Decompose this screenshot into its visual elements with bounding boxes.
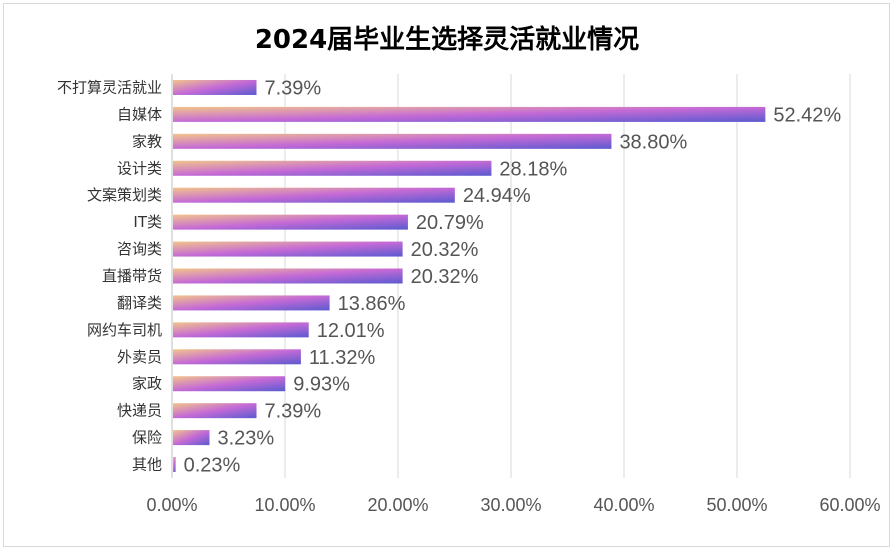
bars: [173, 79, 766, 473]
x-tick-label: 30.00%: [480, 495, 541, 515]
chart-frame: [3, 3, 890, 547]
x-tick-label: 50.00%: [706, 495, 767, 515]
bar: [173, 241, 403, 257]
value-label: 13.86%: [338, 293, 406, 315]
bar: [173, 295, 330, 311]
category-label: 直播带货: [102, 267, 162, 285]
bar: [173, 349, 301, 365]
category-label: 设计类: [117, 159, 162, 177]
bar: [173, 376, 286, 392]
bar: [173, 403, 257, 419]
value-label: 38.80%: [619, 131, 687, 153]
x-tick-label: 20.00%: [367, 495, 428, 515]
bar: [173, 106, 766, 122]
value-label: 9.93%: [293, 374, 350, 396]
bar: [173, 457, 176, 473]
value-label: 12.01%: [317, 320, 385, 342]
category-label: 咨询类: [117, 240, 162, 258]
value-label: 24.94%: [463, 185, 531, 207]
x-axis-ticks: 0.00% 10.00% 20.00% 30.00% 40.00% 50.00% 60.00…: [146, 495, 880, 515]
x-tick-label: 0.00%: [146, 495, 197, 515]
category-label: 不打算灵活就业: [57, 78, 162, 96]
category-label: 保险: [132, 429, 162, 447]
category-label: 其他: [132, 456, 162, 474]
category-label: 快递员: [117, 402, 162, 420]
bar: [173, 430, 210, 446]
value-label: 28.18%: [499, 158, 567, 180]
category-label: 家教: [132, 132, 162, 150]
value-labels: 7.39% 52.42% 38.80% 28.18% 24.94% 20.79% 20.32…: [184, 77, 842, 476]
bar: [173, 187, 455, 203]
x-tick-label: 40.00%: [593, 495, 654, 515]
x-tick-label: 10.00%: [254, 495, 315, 515]
category-label: 网约车司机: [87, 321, 162, 339]
value-label: 20.79%: [416, 212, 484, 234]
bar: [173, 268, 403, 284]
bar: [173, 133, 612, 149]
value-label: 20.32%: [411, 239, 479, 261]
value-label: 7.39%: [265, 401, 322, 423]
value-label: 0.23%: [184, 455, 241, 477]
bar: [173, 322, 309, 338]
bar: [173, 79, 257, 95]
chart-title: 2024届毕业生选择灵活就业情况: [255, 25, 639, 55]
category-label: 外卖员: [117, 348, 162, 366]
category-label: 翻译类: [117, 294, 162, 312]
category-label: 自媒体: [117, 105, 162, 123]
category-label: 家政: [132, 375, 162, 393]
value-label: 20.32%: [411, 266, 479, 288]
category-label: IT类: [133, 213, 162, 231]
value-label: 11.32%: [309, 347, 376, 369]
bar: [173, 214, 408, 230]
bar: [173, 160, 492, 176]
value-label: 52.42%: [773, 104, 841, 126]
value-label: 3.23%: [217, 428, 274, 450]
value-label: 7.39%: [265, 77, 322, 99]
category-label: 文案策划类: [87, 186, 162, 204]
x-tick-label: 60.00%: [819, 495, 880, 515]
